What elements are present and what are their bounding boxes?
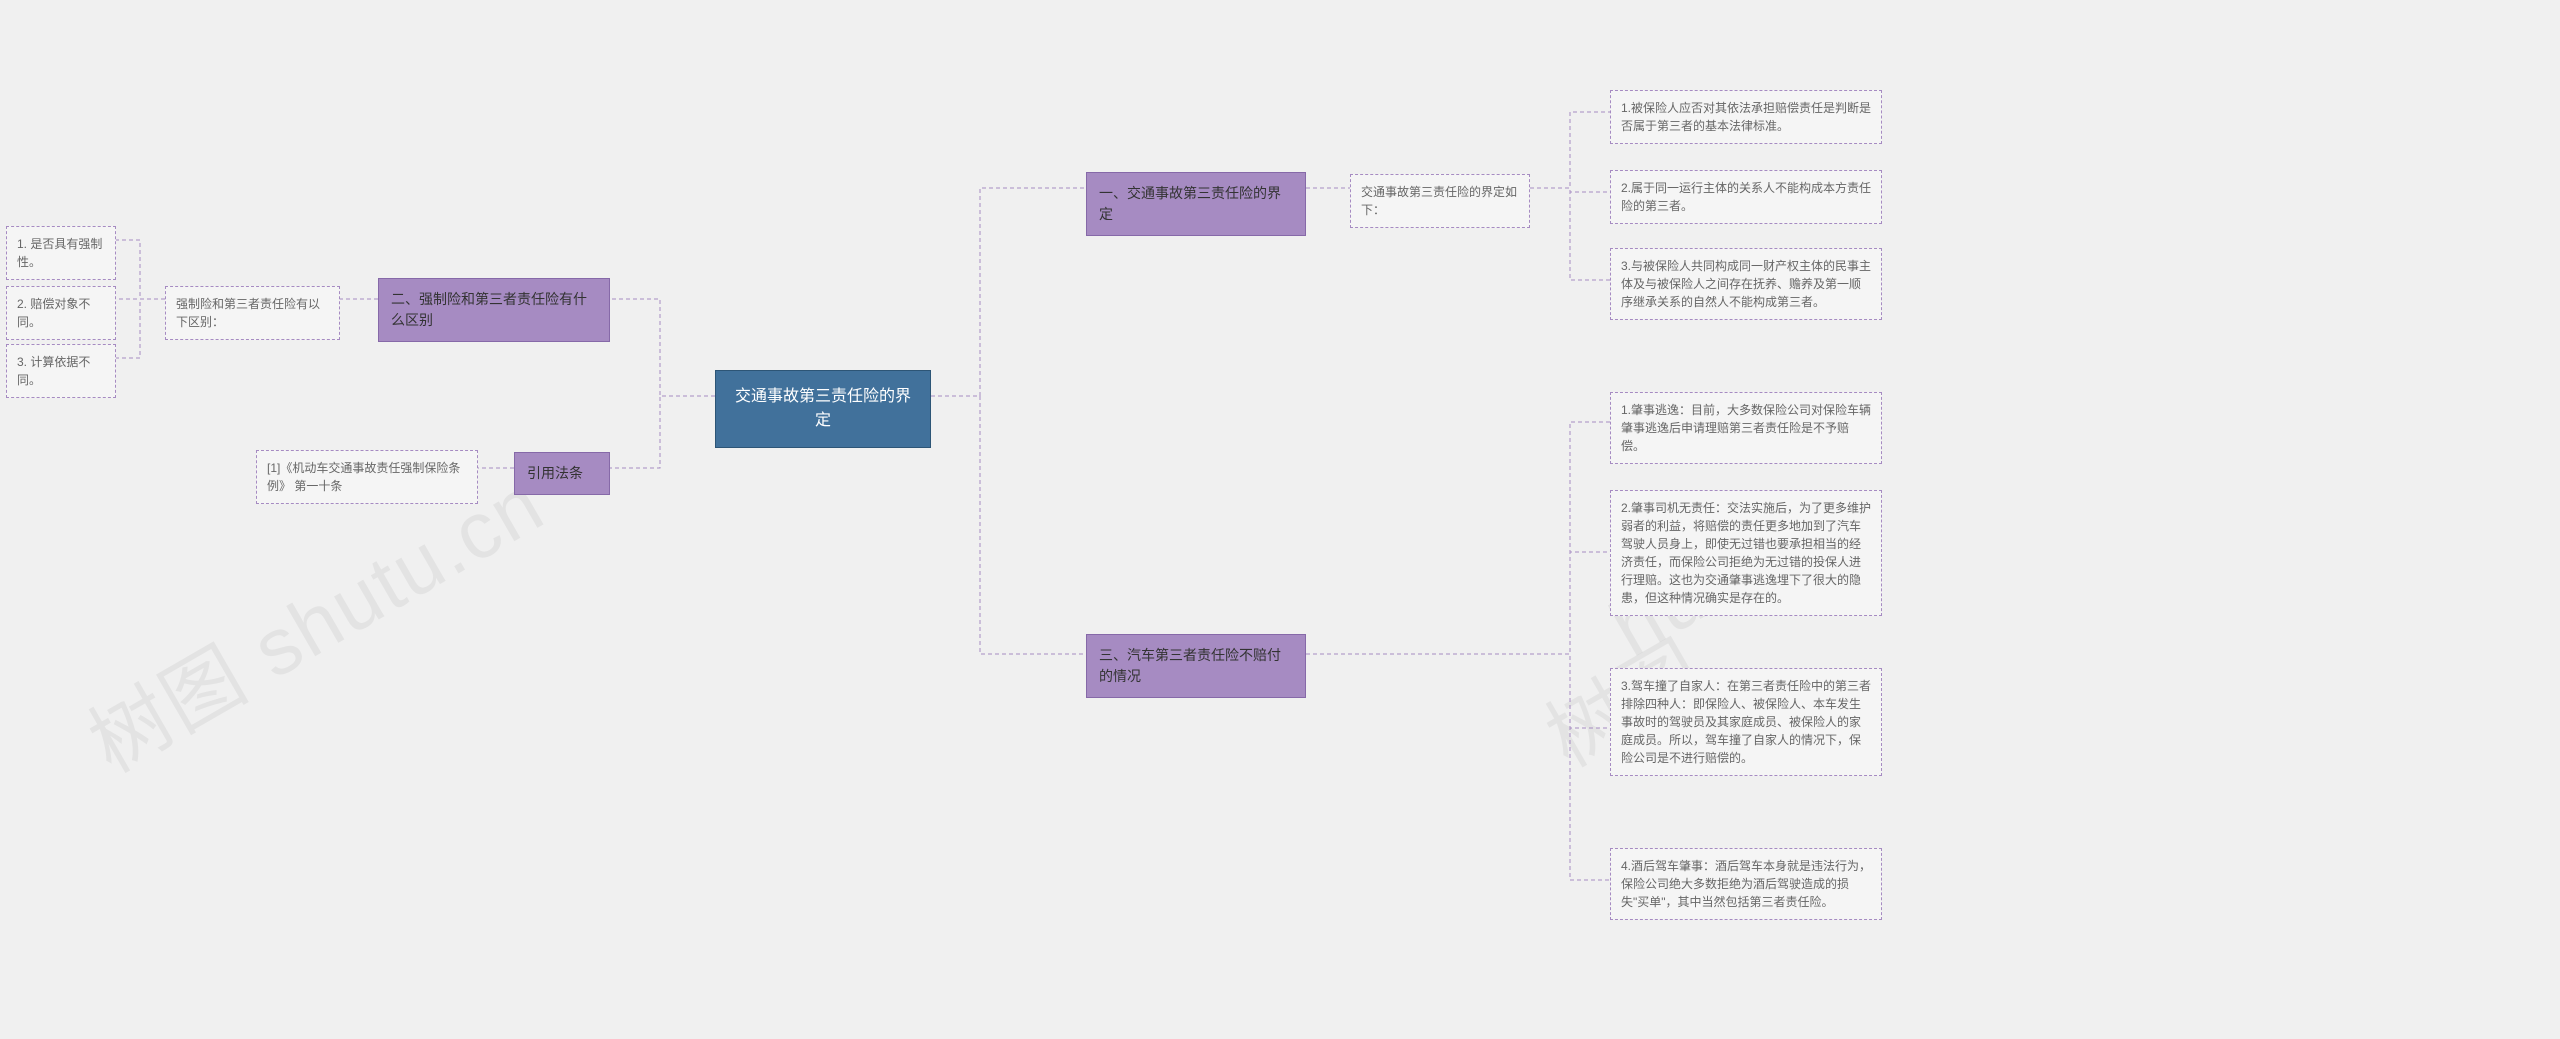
branch-4: 引用法条	[514, 452, 610, 495]
branch-2-leaf-3: 3. 计算依据不同。	[6, 344, 116, 398]
branch-1: 一、交通事故第三责任险的界定	[1086, 172, 1306, 236]
branch-1-leaf-2: 2.属于同一运行主体的关系人不能构成本方责任险的第三者。	[1610, 170, 1882, 224]
branch-1-sub: 交通事故第三责任险的界定如下：	[1350, 174, 1530, 228]
branch-2: 二、强制险和第三者责任险有什么区别	[378, 278, 610, 342]
branch-1-leaf-1: 1.被保险人应否对其依法承担赔偿责任是判断是否属于第三者的基本法律标准。	[1610, 90, 1882, 144]
branch-3-leaf-4: 4.酒后驾车肇事：酒后驾车本身就是违法行为，保险公司绝大多数拒绝为酒后驾驶造成的…	[1610, 848, 1882, 920]
branch-2-leaf-1: 1. 是否具有强制性。	[6, 226, 116, 280]
branch-2-leaf-2: 2. 赔偿对象不同。	[6, 286, 116, 340]
branch-3-leaf-2: 2.肇事司机无责任：交法实施后，为了更多维护弱者的利益，将赔偿的责任更多地加到了…	[1610, 490, 1882, 616]
branch-3-leaf-3: 3.驾车撞了自家人：在第三者责任险中的第三者排除四种人：即保险人、被保险人、本车…	[1610, 668, 1882, 776]
branch-3: 三、汽车第三者责任险不赔付的情况	[1086, 634, 1306, 698]
branch-3-leaf-1: 1.肇事逃逸：目前，大多数保险公司对保险车辆肇事逃逸后申请理赔第三者责任险是不予…	[1610, 392, 1882, 464]
central-node: 交通事故第三责任险的界定	[715, 370, 931, 448]
branch-1-leaf-3: 3.与被保险人共同构成同一财产权主体的民事主体及与被保险人之间存在抚养、赡养及第…	[1610, 248, 1882, 320]
connector-lines	[0, 0, 2560, 1039]
branch-2-sub: 强制险和第三者责任险有以下区别：	[165, 286, 340, 340]
branch-4-leaf-1: [1]《机动车交通事故责任强制保险条例》 第一十条	[256, 450, 478, 504]
